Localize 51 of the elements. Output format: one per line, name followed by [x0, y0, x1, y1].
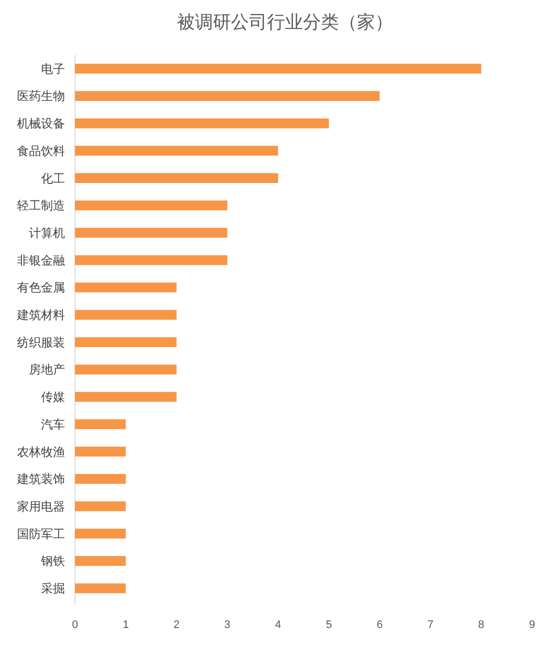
bar	[75, 419, 126, 430]
bar	[75, 118, 329, 128]
y-tick-label: 农林牧渔	[17, 444, 65, 459]
x-tick-label: 1	[122, 619, 129, 631]
x-tick-label: 9	[528, 619, 536, 631]
y-tick-label: 非银金融	[17, 253, 65, 268]
bar	[75, 364, 177, 374]
y-tick-label: 化工	[41, 171, 65, 186]
y-tick-label: 钢铁	[40, 554, 65, 568]
x-tick-label: 2	[173, 619, 180, 631]
x-tick-label: 8	[478, 619, 484, 631]
y-tick-label: 电子	[41, 62, 65, 76]
bar	[75, 228, 228, 238]
bar	[75, 255, 228, 266]
bar	[75, 337, 177, 348]
y-tick-label: 采掘	[41, 582, 65, 596]
bar	[75, 474, 126, 484]
y-tick-label: 轻工制造	[17, 198, 65, 213]
bar	[75, 583, 126, 594]
y-tick-label: 传媒	[41, 390, 65, 404]
bar	[75, 282, 177, 292]
y-tick-label: 国防军工	[17, 526, 65, 541]
y-tick-label: 家用电器	[17, 499, 65, 514]
x-tick-label: 0	[72, 619, 78, 631]
bar	[75, 528, 126, 539]
y-tick-label: 建筑材料	[16, 308, 65, 322]
y-tick-label: 有色金属	[17, 280, 65, 295]
bar	[75, 310, 177, 320]
x-tick-label: 4	[275, 619, 282, 631]
bar	[75, 64, 482, 74]
x-tick-label: 3	[224, 619, 230, 631]
y-tick-label: 食品饮料	[17, 144, 65, 158]
bar	[75, 91, 380, 101]
x-tick-label: 7	[427, 619, 434, 631]
bar	[75, 200, 228, 210]
bar	[75, 392, 177, 402]
y-tick-label: 汽车	[41, 417, 65, 432]
bar	[75, 446, 126, 456]
x-tick-label: 6	[376, 619, 383, 631]
bar	[75, 556, 126, 566]
y-tick-label: 计算机	[29, 226, 65, 240]
bar	[75, 501, 126, 512]
y-tick-label: 医药生物	[17, 89, 65, 104]
y-tick-label: 机械设备	[17, 116, 65, 131]
y-tick-label: 纺织服装	[17, 335, 65, 350]
bar	[75, 146, 278, 156]
y-tick-label: 建筑装饰	[16, 472, 65, 486]
x-tick-label: 5	[326, 619, 332, 631]
bar	[75, 173, 278, 183]
chart-title: 被调研公司行业分类（家）	[177, 12, 393, 32]
y-tick-label: 房地产	[29, 362, 65, 377]
